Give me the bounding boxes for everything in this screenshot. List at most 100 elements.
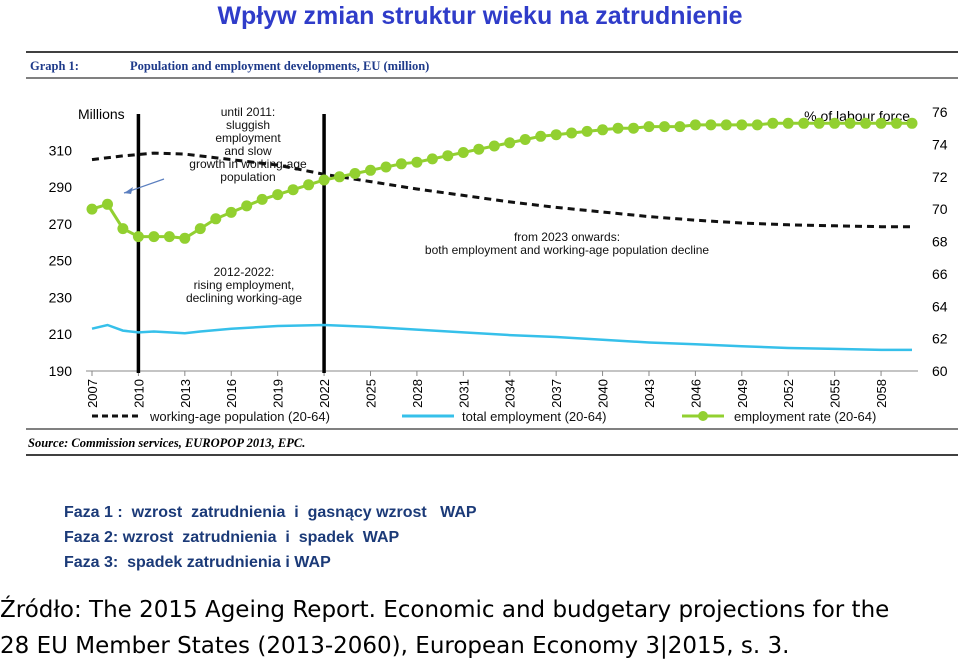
phase-3: Faza 3: spadek zatrudnienia i WAP bbox=[64, 554, 331, 571]
left-tick-label: 230 bbox=[49, 289, 73, 305]
series-point bbox=[689, 119, 701, 131]
series-point bbox=[163, 231, 175, 243]
left-tick-label: 210 bbox=[49, 326, 73, 342]
series-point bbox=[612, 122, 624, 134]
right-tick-label: 76 bbox=[932, 104, 948, 120]
series-line-1 bbox=[91, 323, 912, 352]
x-tick-label: 2052 bbox=[781, 379, 796, 408]
legend-label-employment: total employment (20-64) bbox=[462, 409, 607, 424]
series-point bbox=[875, 117, 887, 129]
series-point bbox=[705, 119, 717, 131]
left-tick-label: 310 bbox=[49, 142, 73, 158]
legend-label-wap: working-age population (20-64) bbox=[149, 409, 330, 424]
series-point bbox=[102, 198, 113, 210]
series-line-0 bbox=[91, 151, 912, 229]
annotation-line: growth in working-age bbox=[189, 157, 307, 171]
x-tick-label: 2031 bbox=[456, 379, 471, 408]
annotation-arrow-head bbox=[124, 187, 133, 194]
series-point bbox=[334, 171, 345, 183]
right-tick-label: 72 bbox=[932, 169, 948, 185]
series-point bbox=[117, 223, 129, 235]
series-point bbox=[504, 137, 516, 149]
series-point bbox=[891, 117, 902, 129]
x-tick-label: 2034 bbox=[503, 379, 518, 408]
series-point bbox=[86, 203, 98, 215]
series-point bbox=[225, 206, 237, 218]
series-point bbox=[829, 117, 841, 129]
legend: working-age population (20-64) total emp… bbox=[92, 409, 876, 424]
series-point bbox=[906, 117, 918, 129]
series-point bbox=[581, 125, 593, 137]
phase-1: Faza 1 : wzrost zatrudnienia i gasnący w… bbox=[64, 504, 477, 521]
annotation-2012-2022: 2012-2022: rising employment, declining … bbox=[186, 265, 302, 305]
series-point bbox=[473, 143, 485, 155]
phase-list: Faza 1 : wzrost zatrudnienia i gasnący w… bbox=[64, 500, 477, 575]
left-axis-ticks: 190 210 230 250 270 290 310 bbox=[49, 142, 73, 379]
right-tick-label: 64 bbox=[932, 298, 948, 314]
annotation-line: population bbox=[220, 170, 275, 184]
series-point bbox=[349, 168, 361, 179]
x-tick-label: 2046 bbox=[688, 379, 703, 408]
x-tick-label: 2013 bbox=[178, 379, 193, 408]
x-tick-label: 2055 bbox=[828, 379, 843, 408]
series-point bbox=[736, 119, 748, 131]
x-tick-label: 2025 bbox=[363, 379, 378, 408]
annotation-line: both employment and working-age populati… bbox=[425, 243, 710, 257]
annotation-line: and slow bbox=[224, 144, 272, 158]
series-point bbox=[659, 121, 670, 133]
series-point bbox=[210, 213, 222, 225]
series-point bbox=[674, 121, 686, 133]
series-layer bbox=[86, 117, 918, 352]
x-tick-label: 2028 bbox=[410, 379, 425, 408]
x-tick-label: 2037 bbox=[549, 379, 564, 408]
left-tick-label: 250 bbox=[49, 253, 73, 269]
x-tick-label: 2043 bbox=[642, 379, 657, 408]
series-point bbox=[303, 179, 315, 191]
x-tick-label: 2022 bbox=[317, 379, 332, 408]
series-point bbox=[318, 174, 330, 186]
graph-heading: Population and employment developments, … bbox=[130, 59, 429, 73]
series-point bbox=[782, 117, 794, 129]
x-tick-label: 2049 bbox=[735, 379, 750, 408]
series-point bbox=[643, 121, 655, 133]
annotation-line: until 2011: bbox=[221, 105, 276, 119]
right-tick-label: 74 bbox=[932, 136, 948, 152]
series-point bbox=[411, 156, 423, 168]
series-point bbox=[194, 223, 206, 235]
series-point bbox=[457, 147, 469, 158]
series-point bbox=[287, 184, 299, 196]
source-line-2: 28 EU Member States (2013-2060), Europea… bbox=[0, 633, 790, 659]
series-point bbox=[380, 161, 392, 173]
series-point bbox=[844, 117, 856, 129]
legend-swatch-rate-dot bbox=[698, 411, 708, 421]
series-point bbox=[148, 231, 160, 243]
source-line-1: Źródło: The 2015 Ageing Report. Economic… bbox=[0, 597, 890, 623]
x-tick-label: 2010 bbox=[131, 379, 146, 408]
annotation-line: sluggish bbox=[226, 118, 270, 132]
left-tick-label: 270 bbox=[49, 216, 73, 232]
series-point bbox=[272, 189, 284, 201]
right-tick-label: 68 bbox=[932, 234, 948, 250]
annotation-line: declining working-age bbox=[186, 291, 302, 305]
series-point bbox=[442, 150, 454, 162]
right-tick-label: 66 bbox=[932, 266, 948, 282]
series-point bbox=[256, 193, 268, 205]
annotation-from-2023: from 2023 onwards: both employment and w… bbox=[425, 230, 710, 257]
series-point bbox=[179, 232, 191, 244]
graph-label: Graph 1: bbox=[30, 59, 79, 73]
series-point bbox=[813, 117, 825, 129]
series-point bbox=[132, 231, 144, 243]
series-point bbox=[488, 140, 500, 152]
series-point bbox=[860, 117, 872, 129]
slide-title: Wpływ zmian struktur wieku na zatrudnien… bbox=[217, 2, 743, 30]
x-tick-label: 2058 bbox=[874, 379, 889, 408]
x-tick-label: 2040 bbox=[596, 379, 611, 408]
vertical-markers bbox=[136, 114, 326, 373]
left-tick-label: 290 bbox=[49, 179, 73, 195]
x-tick-label: 2007 bbox=[85, 379, 100, 408]
series-point bbox=[798, 117, 810, 129]
series-point bbox=[535, 130, 547, 142]
series-point bbox=[566, 127, 578, 139]
series-point bbox=[597, 124, 609, 136]
